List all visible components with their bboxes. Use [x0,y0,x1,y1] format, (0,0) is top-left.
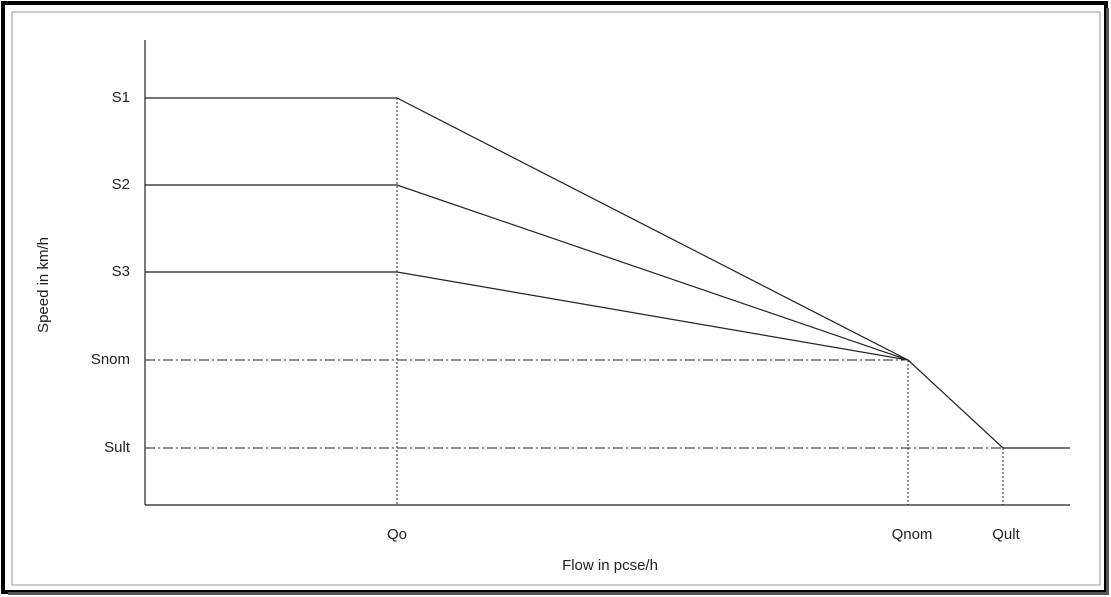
frame-shadow [8,592,1109,595]
curve-congested [907,359,1070,449]
x-axis-title: Flow in pcse/h [562,557,658,574]
y-label: S3 [112,263,130,280]
y-label: S1 [112,89,130,106]
x-label: Qult [992,526,1020,543]
curve-s3 [145,271,909,361]
reference-lines [145,98,1004,505]
x-label: Qnom [892,526,933,543]
speed-flow-curves [145,97,1070,449]
y-label: Snom [91,351,130,368]
curve-s2 [145,184,909,361]
x-label: Qo [387,526,407,543]
frame-shadow [1106,8,1109,595]
y-label: S2 [112,176,130,193]
inner-frame [11,11,1101,586]
y-axis-title: Speed in km/h [35,237,52,333]
y-label: Sult [104,439,131,456]
